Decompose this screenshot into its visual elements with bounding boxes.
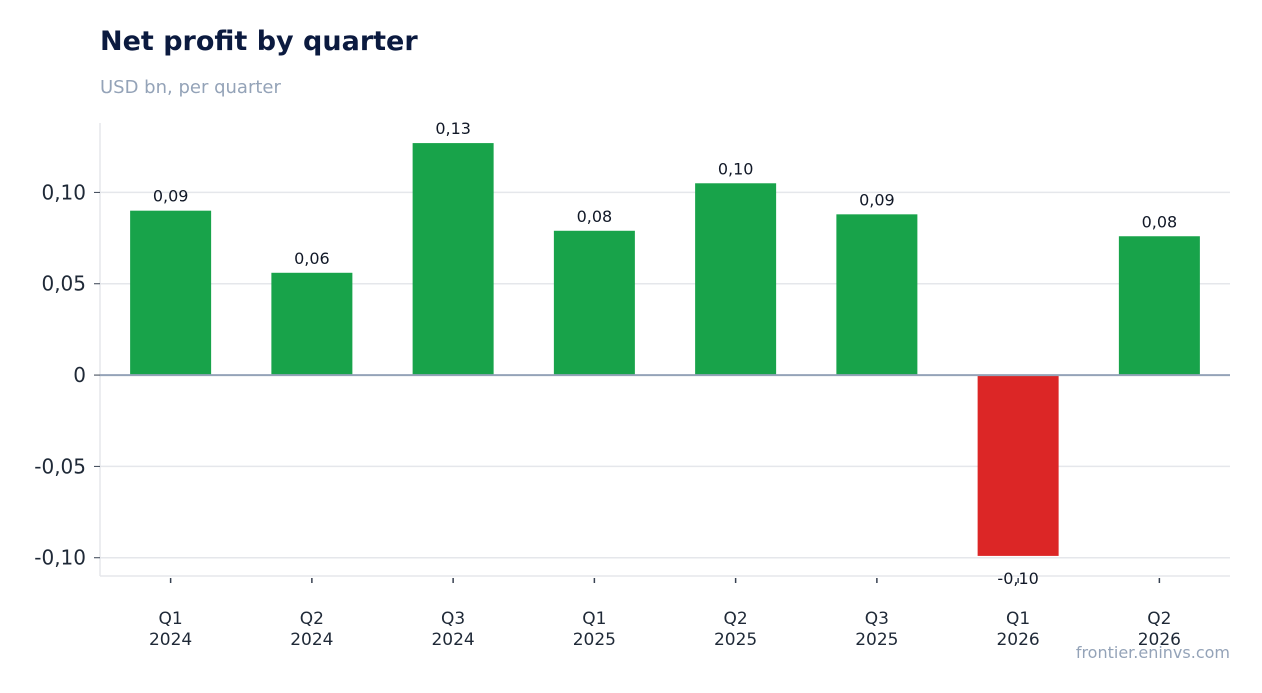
x-tick-label: 2025 [714, 630, 757, 650]
x-tick-label: Q1 [582, 609, 606, 629]
x-tick-label: 2025 [573, 630, 616, 650]
bar [271, 272, 353, 376]
bar [553, 230, 635, 376]
y-tick-label: 0,10 [41, 180, 86, 204]
bar [836, 214, 918, 376]
x-tick-label: 2025 [855, 630, 898, 650]
bar [412, 143, 494, 376]
x-tick-label: Q2 [1147, 609, 1171, 629]
x-tick-label: Q1 [159, 609, 183, 629]
x-tick-label: 2024 [149, 630, 192, 650]
x-tick-label: Q1 [1006, 609, 1030, 629]
data-label: 0,13 [435, 119, 471, 138]
bar [977, 375, 1059, 556]
x-tick-label: Q3 [441, 609, 465, 629]
chart-subtitle: USD bn, per quarter [100, 77, 281, 98]
data-label: 0,06 [294, 249, 330, 268]
data-label: 0,08 [1142, 212, 1178, 231]
data-label: 0,10 [718, 159, 754, 178]
x-tick-label: 2026 [1138, 630, 1181, 650]
bar [1118, 236, 1200, 376]
x-tick-label: 2024 [290, 630, 333, 650]
x-tick-label: 2024 [431, 630, 474, 650]
chart-title: Net profit by quarter [100, 26, 418, 57]
source-credit: frontier.eninvs.com [1075, 643, 1230, 662]
data-label: 0,09 [859, 190, 895, 209]
y-tick-label: 0 [73, 363, 86, 387]
y-tick-label: -0,05 [34, 454, 86, 478]
x-tick-label: Q2 [300, 609, 324, 629]
y-tick-label: 0,05 [41, 272, 86, 296]
bar [695, 183, 777, 376]
data-label: 0,09 [153, 187, 189, 206]
bar [130, 210, 212, 376]
y-tick-label: -0,10 [34, 546, 86, 570]
x-tick-label: Q2 [724, 609, 748, 629]
data-label: 0,08 [577, 207, 613, 226]
x-tick-label: 2026 [996, 630, 1039, 650]
x-tick-label: Q3 [865, 609, 889, 629]
